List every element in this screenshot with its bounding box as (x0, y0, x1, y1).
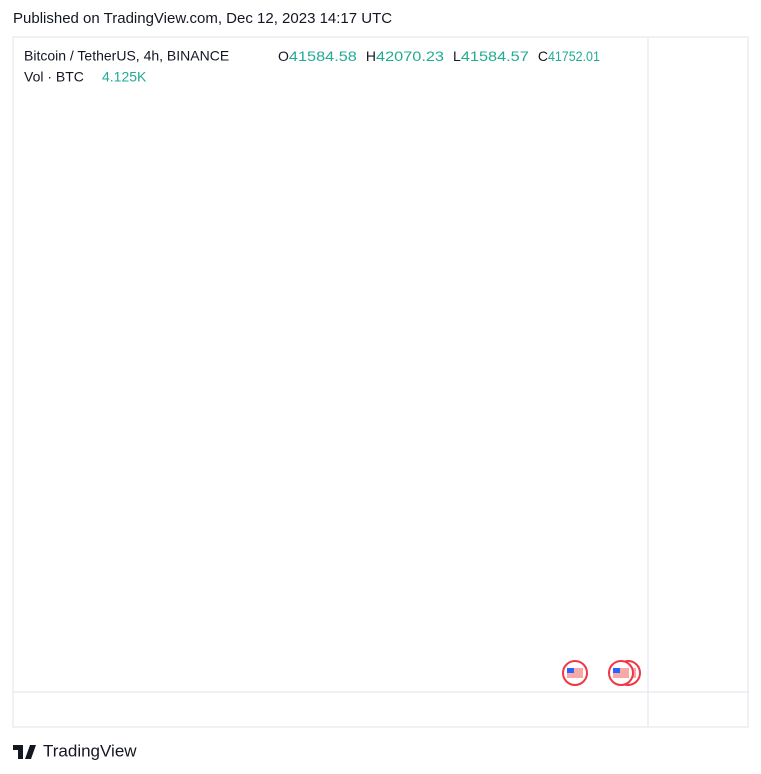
chart-frame (12, 36, 749, 728)
ohlc-value: 41752.01 (548, 48, 600, 64)
ohlc-value: 41584.57 (461, 48, 529, 64)
event-flag (562, 660, 588, 686)
flag-stripes (613, 668, 629, 678)
ohlc-label: H (366, 48, 376, 64)
published-note: Published on TradingView.com, Dec 12, 20… (13, 10, 393, 27)
ohlc-header: O41584.58 H42070.23 L41584.57 C41752.01 (278, 48, 600, 64)
ohlc-label: L (453, 48, 461, 64)
ohlc-label: O (278, 48, 289, 64)
volume-title: Vol · BTC (24, 69, 84, 85)
ohlc-value: 41584.58 (289, 48, 357, 64)
event-flag (608, 660, 634, 686)
volume-value: 4.125K (102, 69, 147, 85)
logo-mark (13, 745, 36, 759)
flag-stripes (567, 668, 583, 678)
symbol-title: Bitcoin / TetherUS, 4h, BINANCE (24, 48, 229, 64)
brand-logo: TradingView (13, 741, 137, 760)
ohlc-value: 42070.23 (376, 48, 444, 64)
ohlc-label: C (538, 48, 548, 64)
flag-canton (613, 668, 620, 673)
flag-canton (567, 668, 574, 673)
brand-name: TradingView (43, 741, 137, 760)
